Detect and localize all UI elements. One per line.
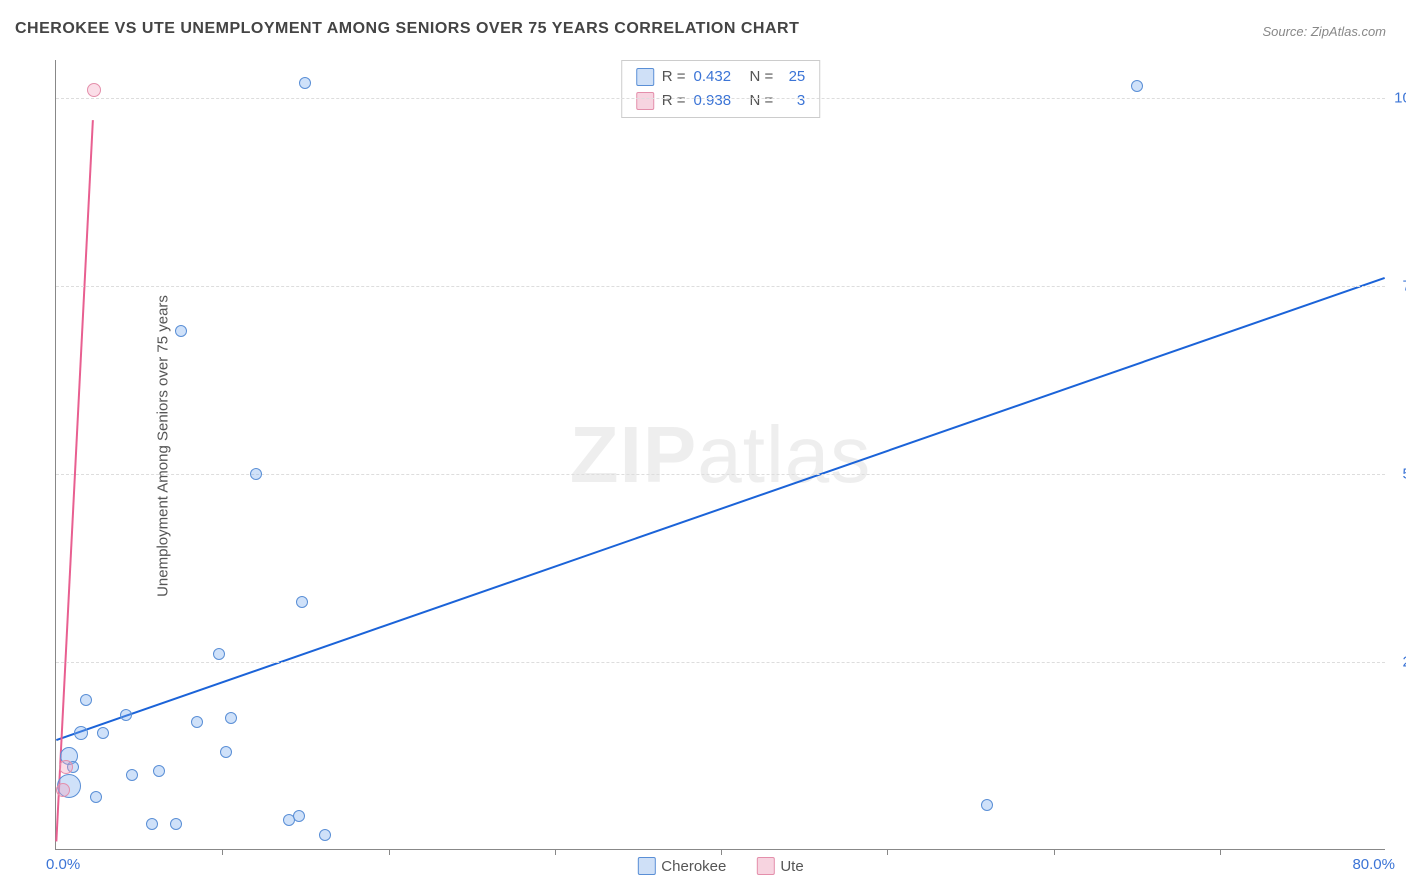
legend-swatch (756, 857, 774, 875)
data-point (1131, 80, 1143, 92)
stats-row: R = 0.432 N = 25 (636, 65, 806, 89)
chart-title: CHEROKEE VS UTE UNEMPLOYMENT AMONG SENIO… (15, 20, 799, 38)
data-point (170, 818, 182, 830)
trend-lines-layer (56, 60, 1385, 849)
chart-container: CHEROKEE VS UTE UNEMPLOYMENT AMONG SENIO… (0, 0, 1406, 892)
data-point (299, 77, 311, 89)
data-point (97, 727, 109, 739)
data-point (56, 783, 70, 797)
r-value: 0.432 (694, 65, 742, 89)
data-point (80, 694, 92, 706)
data-point (981, 799, 993, 811)
gridline (56, 98, 1385, 99)
gridline (56, 662, 1385, 663)
trend-line (56, 278, 1384, 740)
y-tick-label: 100.0% (1390, 89, 1406, 106)
r-value: 0.938 (694, 89, 742, 113)
data-point (220, 746, 232, 758)
series-swatch (636, 92, 654, 110)
source-attribution: Source: ZipAtlas.com (1262, 24, 1386, 39)
data-point (293, 810, 305, 822)
r-label: R = (662, 89, 686, 113)
chart-area: ZIPatlas R =0.432N =25R =0.938N =3 0.0% … (55, 60, 1385, 850)
data-point (175, 325, 187, 337)
legend-swatch (637, 857, 655, 875)
legend-item: Ute (756, 857, 803, 875)
x-tick (1220, 849, 1221, 855)
n-label: N = (750, 89, 774, 113)
data-point (250, 468, 262, 480)
correlation-stats-box: R = 0.432 N = 25 R = 0.938 N = 3 (621, 60, 821, 118)
data-point (296, 596, 308, 608)
legend-label: Ute (780, 858, 803, 875)
y-tick-label: 75.0% (1390, 277, 1406, 294)
plot-area: ZIPatlas R =0.432N =25R =0.938N =3 0.0% … (55, 60, 1385, 850)
series-legend: Cherokee Ute (637, 857, 803, 875)
n-label: N = (750, 65, 774, 89)
y-tick-label: 50.0% (1390, 465, 1406, 482)
legend-item: Cherokee (637, 857, 726, 875)
y-tick-label: 25.0% (1390, 653, 1406, 670)
x-axis-max-label: 80.0% (1352, 856, 1395, 873)
series-swatch (636, 68, 654, 86)
x-axis-min-label: 0.0% (46, 856, 80, 873)
data-point (225, 712, 237, 724)
gridline (56, 286, 1385, 287)
n-value: 3 (781, 89, 805, 113)
data-point (120, 709, 132, 721)
n-value: 25 (781, 65, 805, 89)
x-tick (389, 849, 390, 855)
x-tick (222, 849, 223, 855)
stats-row: R = 0.938 N = 3 (636, 89, 806, 113)
x-tick (887, 849, 888, 855)
x-tick (555, 849, 556, 855)
x-tick (1054, 849, 1055, 855)
r-label: R = (662, 65, 686, 89)
legend-label: Cherokee (661, 858, 726, 875)
x-tick (721, 849, 722, 855)
data-point (153, 765, 165, 777)
